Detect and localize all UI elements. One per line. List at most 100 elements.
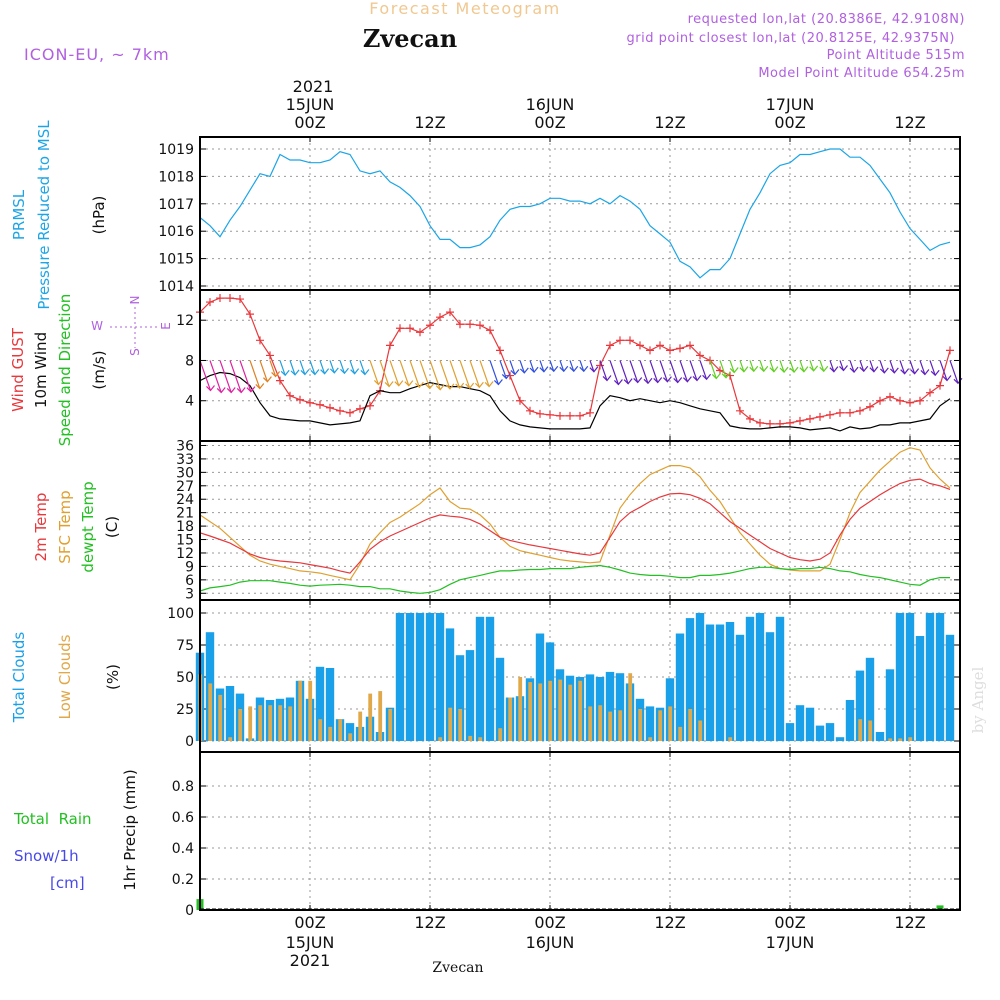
total-cloud-bar bbox=[795, 705, 805, 741]
wind-arrow bbox=[569, 360, 575, 372]
wind-arrow bbox=[539, 360, 545, 372]
wind-arrow-head bbox=[310, 369, 320, 376]
total-cloud-bar bbox=[735, 634, 745, 741]
watermark: by Angel bbox=[969, 666, 987, 733]
low-cloud-bar bbox=[448, 707, 453, 741]
top-day-label-2: 17JUN bbox=[766, 95, 815, 114]
total-cloud-bar bbox=[455, 655, 465, 741]
pressure-unit: (hPa) bbox=[90, 196, 108, 235]
gust-marker bbox=[226, 294, 234, 303]
total-cloud-bar bbox=[765, 632, 775, 741]
wind-arrow-head bbox=[789, 366, 799, 373]
total-cloud-bar bbox=[495, 657, 505, 741]
precip-ytick-label-1: 0.2 bbox=[172, 872, 194, 888]
gust-marker bbox=[356, 404, 364, 413]
wind-arrow bbox=[609, 360, 619, 385]
gust-marker bbox=[496, 346, 504, 355]
temp-ytick-label-6: 21 bbox=[176, 506, 194, 522]
wind-arrow-head bbox=[662, 376, 672, 383]
total-cloud-bar bbox=[425, 613, 435, 741]
wind-arrow-head bbox=[643, 377, 653, 385]
wind-arrow-head bbox=[484, 381, 494, 388]
low-cloud-bar bbox=[368, 693, 373, 741]
top-tick-label-1: 12Z bbox=[414, 113, 445, 132]
wind-dir-label: Speed and Direction bbox=[56, 294, 74, 447]
wind-arrow-head bbox=[749, 365, 759, 373]
temp-frame bbox=[199, 440, 961, 601]
gust-marker bbox=[616, 336, 624, 345]
wind-arrow-head bbox=[673, 377, 683, 384]
temp-ytick-label-3: 12 bbox=[176, 546, 194, 562]
wind-arrow-head bbox=[455, 382, 465, 389]
wind-arrow-head bbox=[445, 383, 455, 390]
wind-arrow-head bbox=[930, 369, 940, 377]
wind-arrow bbox=[669, 360, 679, 383]
low-cloud-bar bbox=[728, 737, 733, 741]
gust-marker bbox=[716, 366, 724, 375]
total-cloud-bar bbox=[445, 628, 455, 741]
low-cloud-bar bbox=[358, 711, 363, 741]
top-time-axis: 00Z 12Z 00Z 12Z 00Z 12Z 15JUN 16JUN 17JUN bbox=[286, 95, 926, 132]
wind-arrow-head bbox=[839, 365, 848, 372]
gust-marker bbox=[346, 408, 354, 417]
gust-marker bbox=[666, 346, 674, 355]
wind-arrow-head bbox=[729, 367, 739, 374]
clouds-ytick-label-4: 100 bbox=[167, 606, 194, 622]
wind-arrow-head bbox=[633, 377, 643, 384]
bottom-year: 2021 bbox=[290, 951, 331, 970]
gust-marker bbox=[946, 346, 954, 355]
low-cloud-bar bbox=[618, 710, 623, 741]
low-cloud-bar bbox=[858, 719, 863, 741]
wind-arrow bbox=[349, 360, 356, 374]
temp-ytick-label-11: 36 bbox=[176, 438, 194, 454]
total-cloud-bar bbox=[835, 737, 845, 741]
wind-arrow bbox=[399, 360, 410, 386]
precip-ytick-label-4: 0.8 bbox=[172, 779, 194, 795]
bottom-tick-label-0: 00Z bbox=[294, 913, 325, 932]
wind-arrow-head bbox=[394, 380, 404, 387]
wind-ytick-label-2: 12 bbox=[176, 313, 194, 329]
gust-marker bbox=[506, 371, 514, 380]
gust-marker bbox=[476, 321, 484, 330]
station-title: Zvecan bbox=[363, 24, 457, 53]
top-tick-label-0: 00Z bbox=[294, 113, 325, 132]
gust-marker bbox=[786, 418, 794, 427]
wind-arrow bbox=[339, 360, 346, 374]
rain-label: Total Rain bbox=[13, 810, 92, 828]
gust-marker bbox=[576, 411, 584, 420]
wind-arrow bbox=[709, 360, 717, 379]
compass-rose: N W E S bbox=[91, 296, 173, 356]
low-cloud-bar bbox=[558, 679, 563, 741]
gust-marker bbox=[606, 341, 614, 350]
total-cloud-bar bbox=[915, 636, 925, 741]
low-cloud-bar bbox=[648, 737, 653, 741]
bottom-tick-label-5: 12Z bbox=[894, 913, 925, 932]
temp-sfc-label: SFC Temp bbox=[56, 490, 74, 563]
low-cloud-bar bbox=[528, 682, 533, 741]
gust-marker bbox=[536, 409, 544, 418]
wind-arrow bbox=[389, 360, 400, 386]
gust-marker bbox=[836, 408, 844, 417]
total-cloud-bar bbox=[805, 707, 815, 741]
wind-arrow-head bbox=[711, 373, 721, 380]
clouds-ytick-label-1: 25 bbox=[176, 702, 194, 718]
wind-arrow bbox=[239, 360, 252, 392]
bottom-time-axis: 00Z 12Z 00Z 12Z 00Z 12Z 15JUN 16JUN 17JUN bbox=[286, 913, 926, 952]
wind-arrow bbox=[929, 360, 936, 376]
gust-marker bbox=[766, 419, 774, 428]
total-cloud-bar bbox=[695, 613, 705, 741]
wind-arrow-head bbox=[653, 377, 663, 384]
wind-arrow-head bbox=[759, 365, 769, 373]
wind-arrow-head bbox=[329, 367, 339, 374]
total-cloud-bar bbox=[885, 669, 895, 741]
wind-arrow bbox=[319, 360, 326, 374]
sfc-temp-line bbox=[199, 447, 951, 581]
low-cloud-bar bbox=[908, 737, 913, 741]
gust-marker bbox=[676, 344, 684, 353]
total-cloud-bar bbox=[405, 613, 415, 741]
low-cloud-bar bbox=[538, 683, 543, 741]
gust-marker bbox=[546, 410, 554, 419]
low-cloud-bar bbox=[518, 677, 523, 741]
wind-arrow-head bbox=[373, 379, 383, 386]
low-cloud-bar bbox=[588, 706, 593, 741]
